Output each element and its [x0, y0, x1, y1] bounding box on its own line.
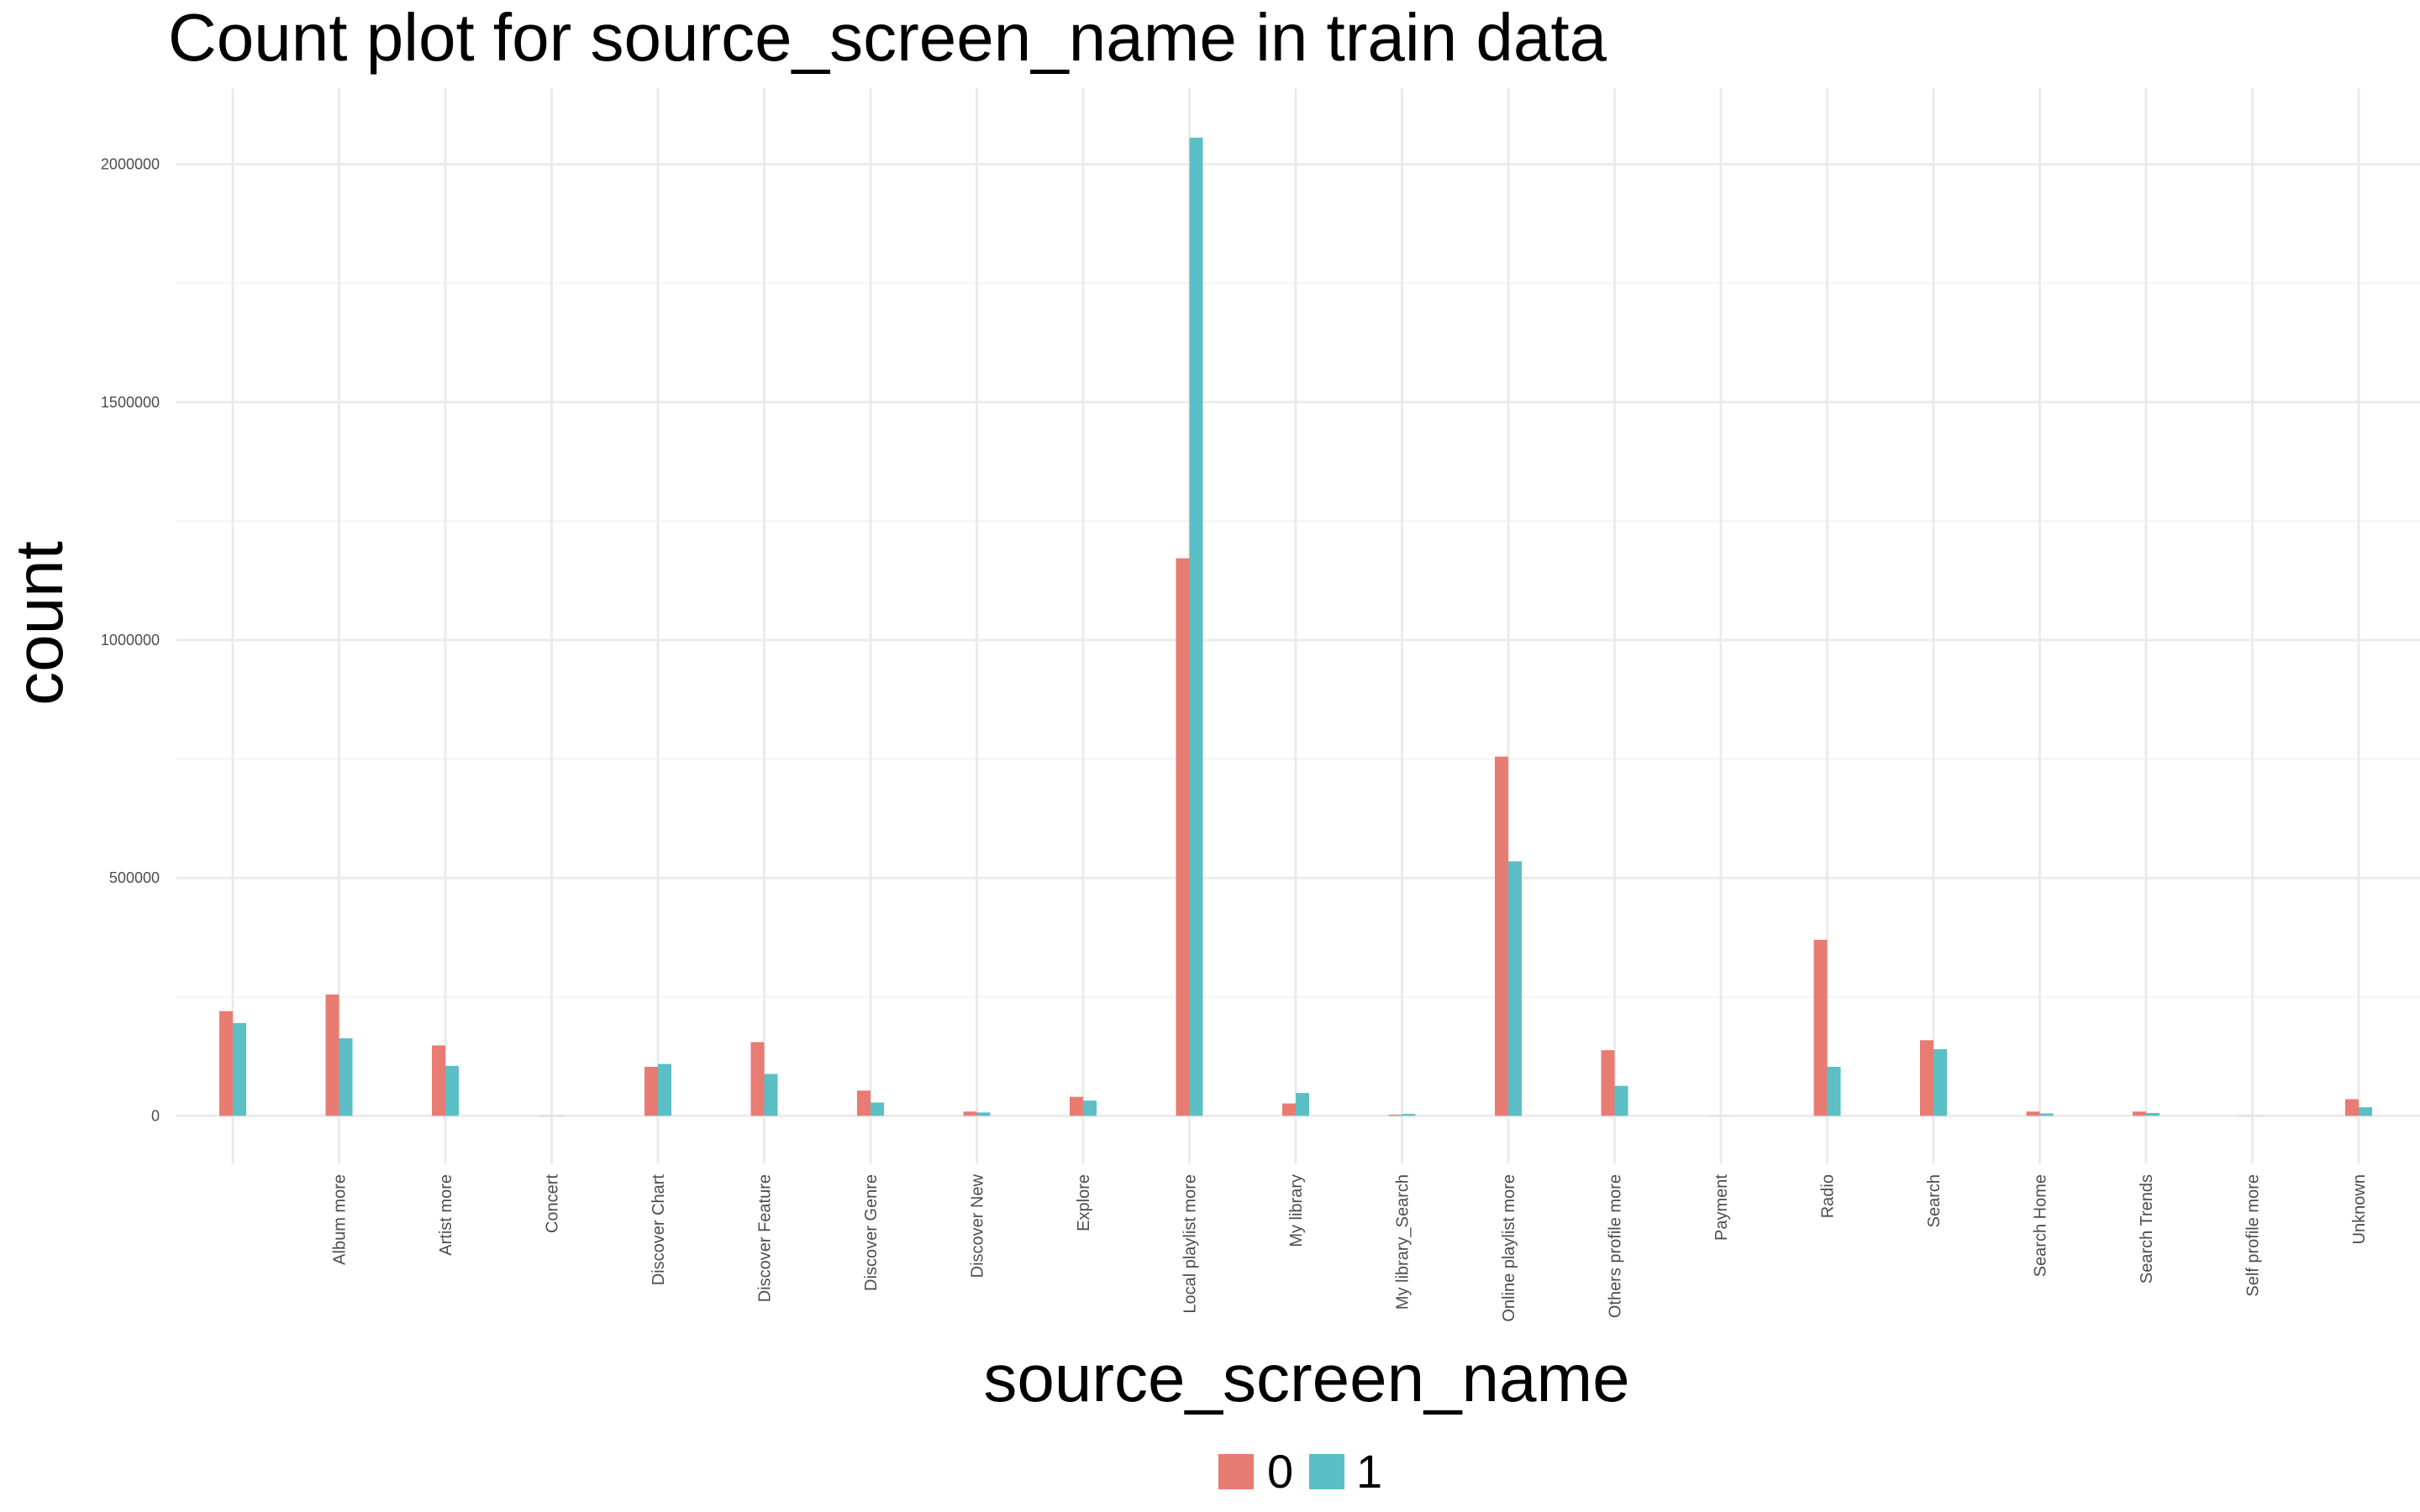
bar-series-0-discover-new — [963, 1111, 977, 1116]
bar-series-0-discover-feature — [750, 1042, 765, 1116]
x-tick-label: Search — [1925, 1174, 1944, 1227]
bar-series-1-search-home — [2039, 1113, 2054, 1116]
bar-series-0-search-home — [2026, 1111, 2040, 1116]
bar-series-0-blank — [219, 1011, 233, 1116]
x-tick-label: My library — [1287, 1174, 1306, 1247]
bar-series-0-explore — [1070, 1096, 1083, 1116]
x-tick-label: My library_Search — [1394, 1174, 1413, 1310]
bar-series-1-artist-more — [445, 1065, 459, 1116]
bar-series-0-radio — [1813, 939, 1828, 1116]
bar-series-1-album-more — [339, 1038, 353, 1116]
x-tick-label: Discover Chart — [650, 1174, 668, 1286]
x-tick-label: Concert — [544, 1174, 562, 1233]
bar-series-1-blank — [233, 1022, 246, 1116]
x-tick-label: Album more — [331, 1174, 350, 1265]
bar-series-1-discover-genre — [871, 1102, 884, 1116]
x-tick-label: Self profile more — [2244, 1174, 2263, 1297]
x-axis-ticks: Album more Artist more Concert Discover Cha… — [331, 1173, 2370, 1321]
legend-swatch-0 — [1218, 1454, 1254, 1489]
y-axis-title: count — [2, 541, 76, 706]
x-tick-label: Search Trends — [2138, 1174, 2156, 1284]
x-tick-label: Radio — [1819, 1174, 1838, 1218]
x-tick-label: Discover Genre — [862, 1174, 881, 1291]
y-tick-label: 500000 — [109, 869, 160, 886]
bar-series-0-artist-more — [432, 1045, 445, 1116]
x-tick-label: Online playlist more — [1500, 1174, 1518, 1322]
y-tick-label: 2000000 — [101, 156, 160, 173]
x-tick-label: Others profile more — [1607, 1174, 1625, 1318]
bar-series-0-search-trends — [2133, 1111, 2146, 1116]
y-axis-ticks: 0 500000 1000000 1500000 2000000 — [101, 156, 160, 1125]
x-tick-label: Search Home — [2032, 1174, 2050, 1277]
bar-series-1-my-library-search — [1402, 1114, 1416, 1116]
bar-series-1-search — [1933, 1049, 1947, 1116]
bar-series-0-others-profile-more — [1601, 1050, 1615, 1116]
bar-series-1-explore — [1083, 1100, 1097, 1116]
chart-title: Count plot for source_screen_name in tra… — [168, 0, 1607, 75]
bar-series-1-local-playlist-more — [1189, 137, 1203, 1116]
bars — [219, 137, 2372, 1116]
legend-label-1: 1 — [1356, 1445, 1382, 1498]
bar-series-0-unknown — [2345, 1099, 2359, 1116]
x-tick-label: Explore — [1075, 1174, 1093, 1231]
bar-series-1-others-profile-more — [1614, 1085, 1628, 1116]
y-tick-label: 1500000 — [101, 394, 160, 411]
y-tick-label: 0 — [151, 1107, 160, 1124]
bar-series-1-discover-new — [976, 1112, 991, 1116]
y-tick-label: 1000000 — [101, 632, 160, 648]
legend: 0 1 — [1218, 1445, 1382, 1498]
legend-swatch-1 — [1309, 1454, 1344, 1489]
grid — [176, 88, 2420, 1163]
bar-series-0-discover-genre — [857, 1090, 871, 1116]
x-tick-label: Unknown — [2350, 1174, 2369, 1244]
x-tick-label: Discover Feature — [756, 1174, 775, 1302]
x-tick-label: Discover New — [969, 1173, 987, 1278]
x-tick-label: Artist more — [437, 1174, 455, 1256]
x-tick-label: Local playlist more — [1181, 1174, 1200, 1314]
bar-series-1-my-library — [1296, 1093, 1309, 1116]
legend-label-0: 0 — [1267, 1445, 1293, 1498]
bar-series-0-my-library-search — [1388, 1114, 1402, 1116]
bar-series-0-local-playlist-more — [1176, 558, 1190, 1116]
bar-series-1-radio — [1827, 1067, 1841, 1116]
x-tick-label: Payment — [1712, 1174, 1731, 1241]
bar-series-0-album-more — [325, 994, 339, 1116]
bar-series-1-discover-chart — [658, 1063, 671, 1116]
bar-series-1-unknown — [2359, 1107, 2372, 1116]
bar-series-0-my-library — [1282, 1103, 1296, 1116]
bar-series-1-discover-feature — [764, 1074, 778, 1116]
bar-series-1-online-playlist-more — [1508, 861, 1522, 1116]
bar-series-0-discover-chart — [644, 1067, 658, 1116]
bar-series-1-search-trends — [2146, 1112, 2160, 1116]
bar-series-0-search — [1920, 1040, 1933, 1116]
bar-series-0-online-playlist-more — [1495, 756, 1508, 1116]
x-axis-title: source_screen_name — [983, 1341, 1629, 1415]
